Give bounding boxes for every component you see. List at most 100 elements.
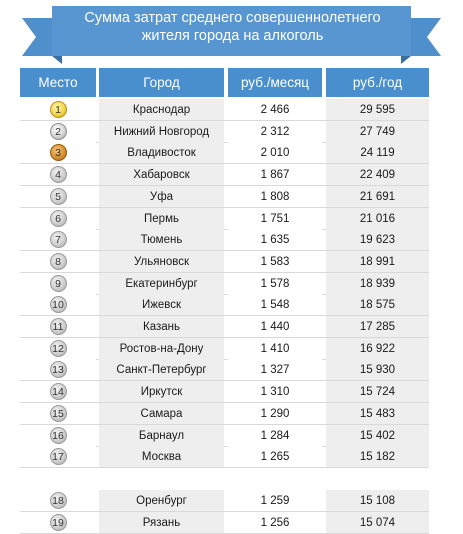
month-value-cell: 1 578 <box>228 273 322 294</box>
rank-badge: 1 <box>49 101 67 118</box>
year-value-cell: 15 402 <box>326 425 429 446</box>
year-value-cell: 18 575 <box>326 294 429 315</box>
table-row: 6 Пермь 1 751 21 016 <box>0 208 463 230</box>
table-row: 13 Санкт-Петербург 1 327 15 930 <box>0 359 463 381</box>
rank-badge: 4 <box>49 166 67 183</box>
rank-cell: 7 <box>20 229 96 250</box>
year-value-cell: 22 409 <box>326 164 429 185</box>
chart-title: Сумма затрат среднего совершеннолетнего … <box>60 9 405 45</box>
table-row: 5 Уфа 1 808 21 691 <box>0 186 463 208</box>
rank-cell: 1 <box>20 99 96 120</box>
row-divider <box>20 467 429 468</box>
month-value-cell: 1 808 <box>228 186 322 207</box>
city-cell: Ульяновск <box>99 251 224 272</box>
month-value-cell: 2 466 <box>228 99 322 120</box>
row-divider <box>20 185 429 186</box>
row-divider <box>20 424 429 425</box>
year-value-cell: 18 991 <box>326 251 429 272</box>
month-value-cell: 1 284 <box>228 425 322 446</box>
city-cell: Рязань <box>99 512 224 533</box>
year-value-cell: 15 724 <box>326 381 429 402</box>
rank-cell: 19 <box>20 512 96 533</box>
city-cell: Москва <box>99 446 224 467</box>
year-value-cell: 29 595 <box>326 99 429 120</box>
rank-badge: 2 <box>49 123 67 140</box>
rank-cell: 14 <box>20 381 96 402</box>
rank-cell: 9 <box>20 273 96 294</box>
year-value-cell: 19 623 <box>326 229 429 250</box>
rank-cell: 15 <box>20 403 96 424</box>
city-cell: Ростов-на-Дону <box>99 338 224 359</box>
city-cell: Санкт-Петербург <box>99 359 224 380</box>
month-value-cell: 2 010 <box>228 142 322 163</box>
month-value-cell: 1 256 <box>228 512 322 533</box>
table-row: 10 Ижевск 1 548 18 575 <box>0 294 463 316</box>
year-value-cell: 15 108 <box>326 490 429 511</box>
row-divider <box>20 207 429 208</box>
table-row: 11 Казань 1 440 17 285 <box>0 316 463 338</box>
rank-badge: 16 <box>49 427 67 444</box>
rank-cell: 4 <box>20 164 96 185</box>
table-row: 2 Нижний Новгород 2 312 27 749 <box>0 121 463 143</box>
city-cell: Иркутск <box>99 381 224 402</box>
rank-badge: 8 <box>49 253 67 270</box>
city-cell: Ижевск <box>99 294 224 315</box>
ribbon-left-fold <box>52 56 62 64</box>
rank-badge: 10 <box>49 296 67 313</box>
month-value-cell: 1 867 <box>228 164 322 185</box>
month-value-cell: 1 327 <box>228 359 322 380</box>
month-value-cell: 2 312 <box>228 121 322 142</box>
rank-cell: 2 <box>20 121 96 142</box>
year-value-cell: 18 939 <box>326 273 429 294</box>
month-value-cell: 1 583 <box>228 251 322 272</box>
year-value-cell: 15 483 <box>326 403 429 424</box>
city-cell: Нижний Новгород <box>99 121 224 142</box>
row-divider <box>20 402 429 403</box>
rank-badge: 11 <box>49 318 67 335</box>
table-row: 19 Рязань 1 256 15 074 <box>0 512 463 534</box>
year-value-cell: 15 930 <box>326 359 429 380</box>
city-cell: Владивосток <box>99 142 224 163</box>
table-row: 8 Ульяновск 1 583 18 991 <box>0 251 463 273</box>
month-value-cell: 1 310 <box>228 381 322 402</box>
city-cell: Казань <box>99 316 224 337</box>
month-value-cell: 1 290 <box>228 403 322 424</box>
year-value-cell: 27 749 <box>326 121 429 142</box>
month-value-cell: 1 410 <box>228 338 322 359</box>
table-row: 9 Екатеринбург 1 578 18 939 <box>0 273 463 295</box>
city-cell: Уфа <box>99 186 224 207</box>
rank-cell: 16 <box>20 425 96 446</box>
rank-cell: 6 <box>20 208 96 229</box>
column-header-month: руб./месяц <box>228 68 322 97</box>
rank-badge: 19 <box>49 514 67 531</box>
row-divider <box>20 446 429 447</box>
year-value-cell: 15 074 <box>326 512 429 533</box>
rank-badge: 18 <box>49 492 67 509</box>
city-cell: Краснодар <box>99 99 224 120</box>
rank-badge: 17 <box>49 448 67 465</box>
month-value-cell: 1 751 <box>228 208 322 229</box>
month-value-cell: 1 259 <box>228 490 322 511</box>
rank-cell: 13 <box>20 359 96 380</box>
table-row: 16 Барнаул 1 284 15 402 <box>0 425 463 447</box>
table-row: 7 Тюмень 1 635 19 623 <box>0 229 463 251</box>
row-divider <box>20 229 429 230</box>
row-divider <box>20 163 429 164</box>
year-value-cell: 21 691 <box>326 186 429 207</box>
rank-badge: 13 <box>49 361 67 378</box>
month-value-cell: 1 440 <box>228 316 322 337</box>
table-row: 15 Самара 1 290 15 483 <box>0 403 463 425</box>
rank-badge: 3 <box>49 144 67 161</box>
year-value-cell: 17 285 <box>326 316 429 337</box>
rank-cell: 8 <box>20 251 96 272</box>
city-cell: Барнаул <box>99 425 224 446</box>
rank-badge: 6 <box>49 210 67 227</box>
rank-badge: 15 <box>49 405 67 422</box>
year-value-cell: 16 922 <box>326 338 429 359</box>
table-row: 1 Краснодар 2 466 29 595 <box>0 99 463 121</box>
row-divider <box>20 511 429 512</box>
rank-badge: 12 <box>49 340 67 357</box>
row-divider <box>20 142 429 143</box>
rank-badge: 7 <box>49 231 67 248</box>
table-row: 14 Иркутск 1 310 15 724 <box>0 381 463 403</box>
